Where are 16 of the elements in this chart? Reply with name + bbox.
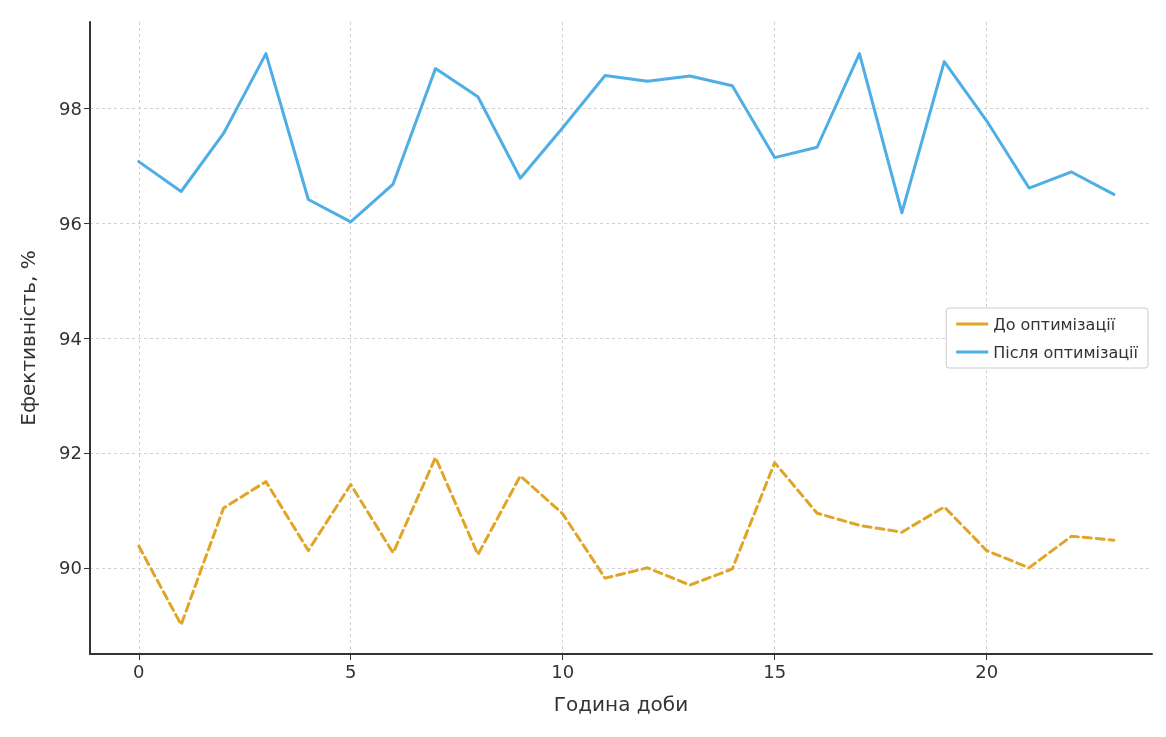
- y-tick-label: 96: [59, 212, 82, 234]
- x-tick-label: 10: [551, 660, 575, 682]
- y-tick-label: 94: [59, 327, 82, 349]
- x-tick-label: 5: [345, 660, 357, 682]
- y-tick-label: 92: [59, 442, 82, 464]
- y-tick-label: 90: [59, 557, 82, 579]
- line-series: [137, 52, 1116, 224]
- x-tick-label: 20: [975, 660, 999, 682]
- x-tick-label: 0: [133, 660, 145, 682]
- legend-label: Після оптимізації: [993, 342, 1139, 362]
- x-axis-title: Година доби: [553, 692, 689, 716]
- legend-label: До оптимізації: [993, 314, 1116, 334]
- y-axis-title: Ефективність, %: [16, 250, 40, 426]
- x-tick-label: 15: [763, 660, 787, 682]
- line-series: [137, 456, 1116, 627]
- y-tick-label: 98: [59, 97, 82, 119]
